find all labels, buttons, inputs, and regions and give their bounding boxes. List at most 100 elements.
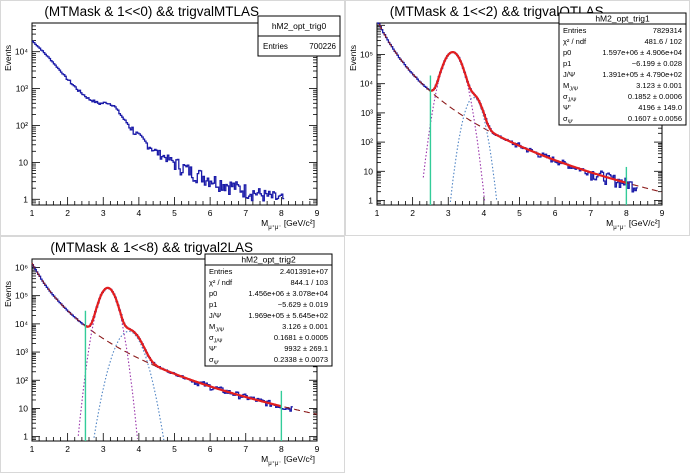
y-tick-label: 10⁴ bbox=[15, 319, 28, 329]
chart-title: (MTMask & 1<<2) && trigvalOTLAS bbox=[390, 4, 604, 19]
x-tick-label: 7 bbox=[588, 208, 593, 218]
stats-value: 0.1681 ± 0.0005 bbox=[274, 333, 328, 342]
y-tick-label: 10² bbox=[16, 375, 28, 385]
stats-label: Ψ' bbox=[209, 344, 217, 353]
x-tick-label: 9 bbox=[315, 444, 320, 454]
x-tick-label: 1 bbox=[375, 208, 380, 218]
stats-label: Entries bbox=[263, 42, 288, 51]
stats-name: hM2_opt_trig1 bbox=[595, 14, 650, 24]
stats-value: 700226 bbox=[309, 42, 336, 51]
x-tick-label: 1 bbox=[30, 444, 35, 454]
y-tick-label: 10³ bbox=[16, 347, 28, 357]
x-tick-label: 8 bbox=[279, 208, 284, 218]
y-tick-label: 10³ bbox=[361, 108, 373, 118]
stats-value: 1.969e+05 ± 5.645e+02 bbox=[248, 311, 328, 320]
data-histogram bbox=[32, 40, 285, 202]
x-tick-label: 3 bbox=[101, 444, 106, 454]
stats-label: p0 bbox=[209, 289, 217, 298]
stats-box bbox=[558, 12, 687, 126]
stats-label: J/Ψ bbox=[563, 70, 575, 79]
stats-label: MJ/Ψ bbox=[563, 81, 579, 93]
x-axis-label: Mμ⁺μ⁻ [GeV/c²] bbox=[261, 218, 315, 231]
x-tick-label: 9 bbox=[660, 208, 665, 218]
total-fit-curve bbox=[84, 286, 282, 408]
stats-value: 0.2338 ± 0.0073 bbox=[274, 355, 328, 364]
stats-value: 481.6 / 102 bbox=[644, 37, 682, 46]
x-axis-label: Mμ⁺μ⁻ [GeV/c²] bbox=[606, 218, 660, 231]
x-tick-label: 2 bbox=[410, 208, 415, 218]
y-axis-label: Events bbox=[3, 45, 13, 71]
stats-label: p1 bbox=[563, 59, 571, 68]
stats-value: 1.456e+06 ± 3.078e+04 bbox=[248, 289, 328, 298]
x-tick-label: 5 bbox=[517, 208, 522, 218]
x-axis-label: Mμ⁺μ⁻ [GeV/c²] bbox=[261, 454, 315, 467]
stats-label: p1 bbox=[209, 300, 217, 309]
y-tick-label: 1 bbox=[23, 194, 28, 204]
stats-value: 1.391e+05 ± 4.790e+02 bbox=[602, 70, 682, 79]
stats-label: σJ/Ψ bbox=[209, 333, 223, 345]
stats-value: 3.123 ± 0.001 bbox=[636, 81, 682, 90]
x-tick-label: 7 bbox=[243, 444, 248, 454]
stats-label: Entries bbox=[209, 267, 233, 276]
stats-value: 9932 ± 269.1 bbox=[284, 344, 328, 353]
chart-title: (MTMask & 1<<0) && trigvalMTLAS bbox=[44, 4, 259, 19]
x-tick-label: 5 bbox=[172, 444, 177, 454]
y-axis-label: Events bbox=[3, 281, 13, 307]
chart-pad-3: (MTMask & 1<<8) && trigval2LAS 1 10 10² 10³ 1… bbox=[0, 236, 345, 473]
stats-value: 0.1852 ± 0.0006 bbox=[628, 92, 682, 101]
total-fit-curve bbox=[430, 51, 627, 184]
stats-label: J/Ψ bbox=[209, 311, 221, 320]
stats-box bbox=[204, 253, 333, 367]
y-tick-label: 10³ bbox=[16, 84, 28, 94]
stats-label: p0 bbox=[563, 48, 571, 57]
stats-label: σΨ' bbox=[209, 355, 219, 367]
jpsi-gaussian-curve bbox=[77, 287, 139, 439]
y-tick-label: 10⁵ bbox=[15, 291, 28, 301]
y-tick-label: 10 bbox=[19, 403, 29, 413]
stats-value: −6.199 ± 0.028 bbox=[632, 59, 682, 68]
x-tick-label: 2 bbox=[65, 444, 70, 454]
y-tick-label: 10 bbox=[19, 157, 29, 167]
stats-name: hM2_opt_trig0 bbox=[272, 21, 327, 31]
y-tick-label: 10² bbox=[16, 120, 28, 130]
stats-value: −5.629 ± 0.019 bbox=[278, 300, 328, 309]
x-tick-label: 4 bbox=[482, 208, 487, 218]
chart-title: (MTMask & 1<<8) && trigval2LAS bbox=[50, 240, 253, 255]
x-tick-label: 3 bbox=[446, 208, 451, 218]
stats-label: χ² / ndf bbox=[563, 37, 587, 46]
x-tick-label: 8 bbox=[624, 208, 629, 218]
stats-label: σΨ' bbox=[563, 114, 573, 126]
x-tick-label: 3 bbox=[101, 208, 106, 218]
stats-label: Ψ' bbox=[563, 103, 571, 112]
stats-label: χ² / ndf bbox=[209, 278, 233, 287]
stats-value: 2.401391e+07 bbox=[280, 267, 328, 276]
y-tick-label: 10 bbox=[364, 166, 374, 176]
x-tick-label: 9 bbox=[315, 208, 320, 218]
x-tick-label: 6 bbox=[208, 444, 213, 454]
x-tick-label: 2 bbox=[65, 208, 70, 218]
stats-value: 1.597e+06 ± 4.906e+04 bbox=[602, 48, 682, 57]
stats-label: σJ/Ψ bbox=[563, 92, 577, 104]
stats-label: Entries bbox=[563, 26, 587, 35]
x-tick-label: 6 bbox=[208, 208, 213, 218]
y-tick-label: 1 bbox=[23, 432, 28, 442]
psi-prime-gaussian-curve bbox=[449, 97, 498, 203]
psi-prime-gaussian-curve bbox=[93, 330, 165, 441]
x-tick-label: 8 bbox=[279, 444, 284, 454]
stats-value: 0.1607 ± 0.0056 bbox=[628, 114, 682, 123]
x-tick-label: 4 bbox=[137, 208, 142, 218]
stats-label: MJ/Ψ bbox=[209, 322, 225, 334]
stats-value: 844.1 / 103 bbox=[290, 278, 328, 287]
x-tick-label: 4 bbox=[137, 444, 142, 454]
stats-value: 7829314 bbox=[653, 26, 682, 35]
y-tick-label: 10⁴ bbox=[360, 79, 373, 89]
y-tick-label: 10⁶ bbox=[15, 262, 28, 272]
y-tick-label: 1 bbox=[368, 195, 373, 205]
stats-name: hM2_opt_trig2 bbox=[241, 255, 296, 265]
chart-pad-2: (MTMask & 1<<2) && trigvalOTLAS 1 10 10² 10³… bbox=[345, 0, 690, 236]
stats-value: 4196 ± 149.0 bbox=[638, 103, 682, 112]
y-tick-label: 10⁴ bbox=[15, 47, 28, 57]
x-tick-label: 6 bbox=[553, 208, 558, 218]
y-axis-label: Events bbox=[348, 45, 358, 71]
